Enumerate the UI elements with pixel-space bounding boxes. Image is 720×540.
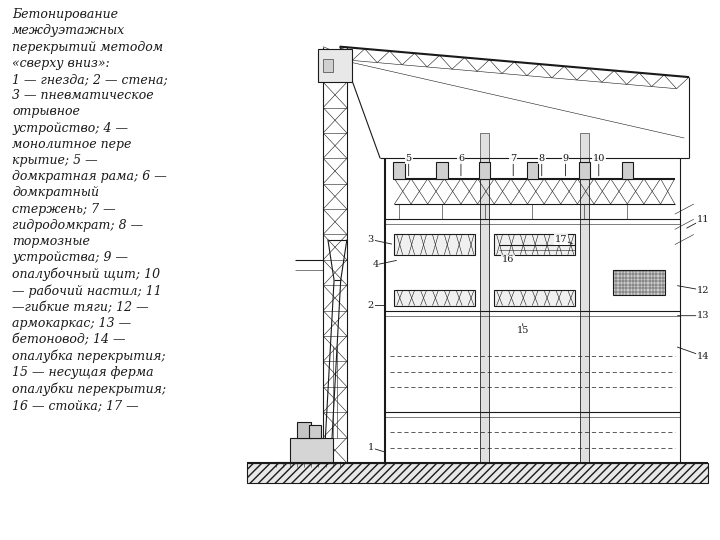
Text: 11: 11 — [697, 215, 709, 224]
Bar — [297, 422, 311, 437]
Bar — [494, 291, 575, 306]
Text: 8: 8 — [539, 154, 545, 163]
Bar — [309, 425, 321, 437]
Bar — [580, 133, 589, 463]
Bar — [318, 49, 351, 82]
Bar — [436, 163, 448, 179]
Text: 14: 14 — [697, 352, 709, 361]
Text: 12: 12 — [697, 286, 709, 295]
Bar — [323, 59, 333, 72]
Text: 6: 6 — [458, 154, 464, 163]
Bar — [393, 163, 405, 179]
Bar — [613, 270, 665, 295]
Bar — [579, 163, 590, 179]
Bar — [621, 163, 633, 179]
Bar — [479, 163, 490, 179]
Text: 9: 9 — [562, 154, 569, 163]
Text: 15: 15 — [516, 326, 529, 335]
Bar — [395, 291, 475, 306]
Bar — [395, 234, 475, 255]
Text: 1: 1 — [367, 443, 374, 452]
Text: 10: 10 — [593, 154, 605, 163]
Text: 17: 17 — [554, 235, 567, 244]
Bar — [480, 133, 490, 463]
Text: Бетонирование
междуэтажных
перекрытий методом
«сверху вниз»:
1 — гнезда; 2 — сте: Бетонирование междуэтажных перекрытий ме… — [12, 8, 168, 413]
Text: 5: 5 — [405, 154, 412, 163]
Bar — [290, 437, 333, 463]
Text: 7: 7 — [510, 154, 516, 163]
Bar — [526, 163, 538, 179]
Bar — [247, 463, 708, 483]
Text: 3: 3 — [367, 235, 374, 244]
Text: 16: 16 — [503, 255, 515, 265]
Text: 2: 2 — [367, 301, 374, 310]
Text: 4: 4 — [372, 260, 379, 269]
Text: 13: 13 — [697, 311, 709, 320]
Bar — [494, 234, 575, 255]
